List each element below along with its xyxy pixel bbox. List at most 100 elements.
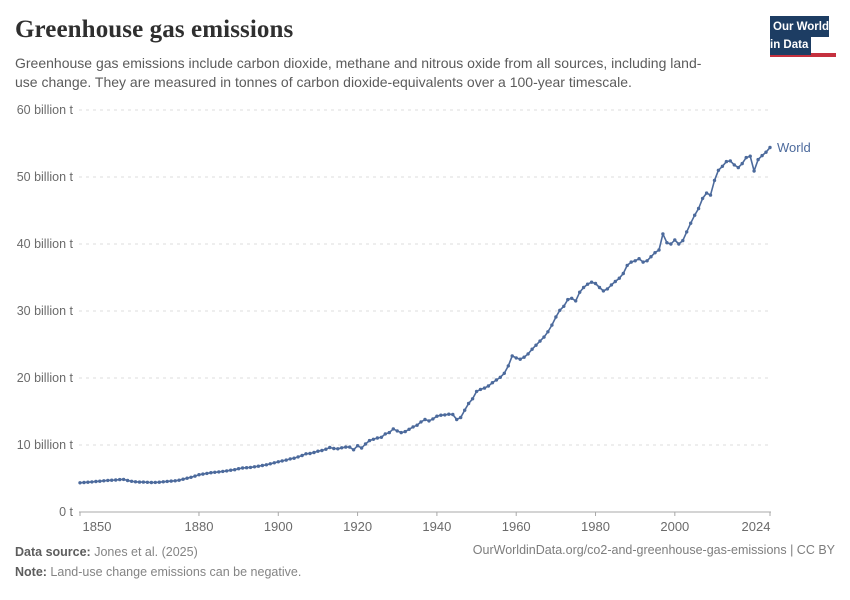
data-point[interactable] xyxy=(455,417,459,422)
data-point[interactable] xyxy=(98,479,102,483)
data-point[interactable] xyxy=(336,447,340,451)
data-point[interactable] xyxy=(574,299,578,303)
data-point[interactable] xyxy=(459,415,463,420)
data-point[interactable] xyxy=(193,474,197,478)
data-point[interactable] xyxy=(704,191,709,195)
data-point[interactable] xyxy=(494,378,499,382)
data-point[interactable] xyxy=(248,465,253,470)
data-point[interactable] xyxy=(296,455,300,459)
data-point[interactable] xyxy=(391,427,395,431)
data-point[interactable] xyxy=(466,401,471,406)
data-point[interactable] xyxy=(415,423,419,427)
data-point[interactable] xyxy=(641,260,645,264)
data-point[interactable] xyxy=(217,470,221,474)
data-point[interactable] xyxy=(221,469,225,474)
data-point[interactable] xyxy=(693,213,697,217)
data-point[interactable] xyxy=(470,397,475,401)
data-point[interactable] xyxy=(133,480,138,484)
data-point[interactable] xyxy=(696,206,701,211)
data-point[interactable] xyxy=(629,260,633,264)
owid-logo[interactable]: Our World in Data xyxy=(770,16,836,57)
data-point[interactable] xyxy=(478,387,483,392)
data-point[interactable] xyxy=(613,279,617,284)
data-point[interactable] xyxy=(578,290,582,294)
data-point[interactable] xyxy=(268,462,272,466)
data-point[interactable] xyxy=(280,459,284,463)
data-point[interactable] xyxy=(205,471,209,476)
data-point[interactable] xyxy=(320,448,324,453)
data-point[interactable] xyxy=(562,304,566,308)
data-point[interactable] xyxy=(756,157,760,162)
data-point[interactable] xyxy=(526,352,530,356)
data-point[interactable] xyxy=(264,463,269,467)
data-point[interactable] xyxy=(748,154,752,158)
data-point[interactable] xyxy=(324,447,328,451)
data-point[interactable] xyxy=(363,442,368,446)
emissions-line[interactable] xyxy=(79,146,771,484)
data-point[interactable] xyxy=(601,289,606,293)
data-point[interactable] xyxy=(236,467,241,471)
data-point[interactable] xyxy=(304,452,308,456)
data-point[interactable] xyxy=(447,412,451,416)
data-point[interactable] xyxy=(125,478,130,483)
data-point[interactable] xyxy=(617,276,621,280)
data-point[interactable] xyxy=(558,308,562,312)
data-point[interactable] xyxy=(570,296,574,300)
data-point[interactable] xyxy=(229,468,233,472)
data-point[interactable] xyxy=(407,427,411,431)
data-point[interactable] xyxy=(153,480,157,485)
data-point[interactable] xyxy=(395,429,399,433)
data-point[interactable] xyxy=(712,178,717,183)
data-point[interactable] xyxy=(332,446,336,451)
data-point[interactable] xyxy=(431,417,435,421)
data-point[interactable] xyxy=(605,287,610,291)
data-point[interactable] xyxy=(498,375,502,379)
data-point[interactable] xyxy=(451,412,455,417)
data-point[interactable] xyxy=(518,357,522,361)
data-point[interactable] xyxy=(387,430,391,435)
data-point[interactable] xyxy=(94,479,98,484)
data-point[interactable] xyxy=(82,480,86,485)
data-point[interactable] xyxy=(106,478,110,483)
data-point[interactable] xyxy=(597,285,602,290)
data-point[interactable] xyxy=(300,453,304,458)
data-point[interactable] xyxy=(121,477,126,482)
data-point[interactable] xyxy=(522,355,526,359)
data-point[interactable] xyxy=(720,164,725,168)
data-point[interactable] xyxy=(490,381,495,385)
data-point[interactable] xyxy=(399,430,403,435)
data-point[interactable] xyxy=(110,478,114,482)
data-point[interactable] xyxy=(657,248,661,252)
data-point[interactable] xyxy=(367,438,372,443)
data-point[interactable] xyxy=(288,457,292,461)
data-point[interactable] xyxy=(355,444,360,448)
data-point[interactable] xyxy=(137,480,142,484)
data-point[interactable] xyxy=(86,480,90,484)
data-point[interactable] xyxy=(419,420,423,424)
data-point[interactable] xyxy=(351,448,356,452)
owid-url-link[interactable]: OurWorldinData.org/co2-and-greenhouse-ga… xyxy=(472,543,835,557)
data-point[interactable] xyxy=(129,479,134,483)
data-point[interactable] xyxy=(177,478,181,482)
data-point[interactable] xyxy=(292,456,296,460)
data-point[interactable] xyxy=(201,472,205,476)
data-point[interactable] xyxy=(768,145,772,150)
data-point[interactable] xyxy=(276,460,280,464)
data-point[interactable] xyxy=(625,263,629,268)
data-point[interactable] xyxy=(141,480,146,484)
data-point[interactable] xyxy=(284,458,288,462)
data-point[interactable] xyxy=(637,257,641,261)
data-point[interactable] xyxy=(593,281,598,286)
data-point[interactable] xyxy=(244,466,249,470)
data-point[interactable] xyxy=(169,479,173,483)
data-point[interactable] xyxy=(240,466,245,470)
data-point[interactable] xyxy=(435,414,439,418)
data-points[interactable] xyxy=(78,145,772,485)
data-point[interactable] xyxy=(209,471,213,475)
data-point[interactable] xyxy=(764,150,768,154)
data-point[interactable] xyxy=(669,242,673,246)
data-point[interactable] xyxy=(90,480,94,484)
data-point[interactable] xyxy=(348,445,352,449)
data-point[interactable] xyxy=(700,196,705,201)
data-point[interactable] xyxy=(661,232,665,236)
